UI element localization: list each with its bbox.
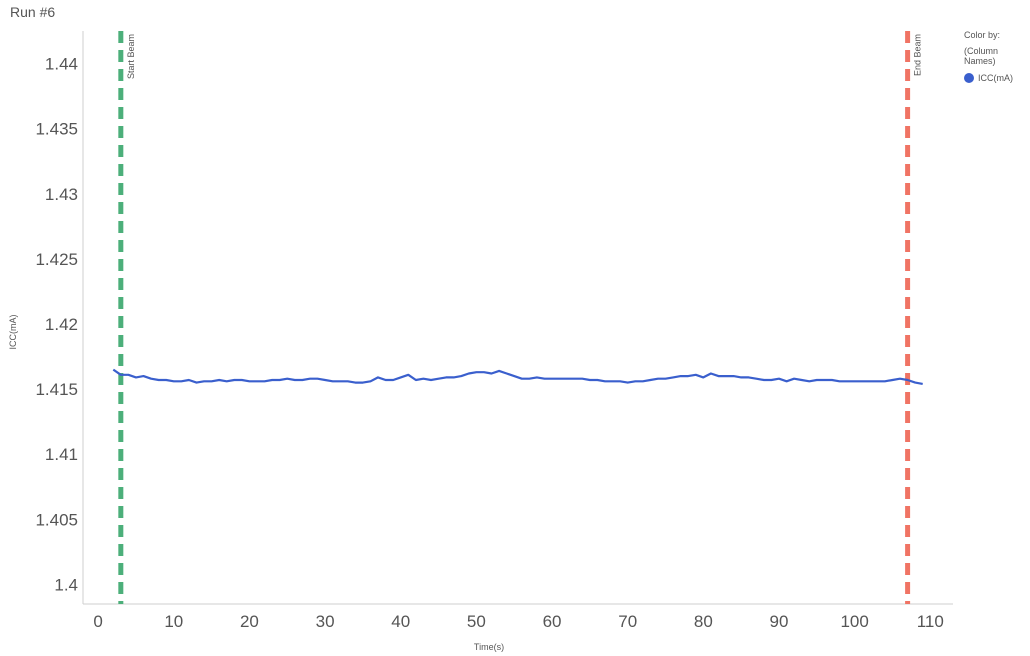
y-tick-label: 1.42 <box>45 315 78 334</box>
y-axis-label: ICC(mA) <box>8 315 18 350</box>
y-tick-label: 1.415 <box>35 380 78 399</box>
x-tick-label: 30 <box>316 612 335 631</box>
legend-subheading: (Column Names) <box>964 46 999 66</box>
x-tick-label: 100 <box>840 612 868 631</box>
annotation-label: End Beam <box>913 34 923 76</box>
y-tick-label: 1.43 <box>45 185 78 204</box>
x-tick-label: 70 <box>618 612 637 631</box>
x-axis-label: Time(s) <box>474 642 504 652</box>
y-tick-label: 1.4 <box>54 575 78 594</box>
x-tick-label: 80 <box>694 612 713 631</box>
y-tick-label: 1.44 <box>45 55 78 74</box>
x-tick-label: 60 <box>543 612 562 631</box>
x-tick-label: 10 <box>164 612 183 631</box>
x-tick-label: 90 <box>770 612 789 631</box>
legend: Color by: (Column Names) ICC(mA) <box>964 30 1030 83</box>
annotation-label: Start Beam <box>126 34 136 79</box>
legend-item[interactable]: ICC(mA) <box>964 73 1030 83</box>
legend-color-dot <box>964 73 974 83</box>
legend-item-label: ICC(mA) <box>978 73 1013 83</box>
series-line <box>112 368 923 385</box>
axes <box>82 31 953 605</box>
legend-heading: Color by: <box>964 30 1001 40</box>
x-tick-label: 40 <box>391 612 410 631</box>
x-tick-label: 0 <box>93 612 102 631</box>
tick-labels: 1.4 1.405 1.41 1.415 1.42 1.425 1.43 1.435 1.44 0… <box>35 55 943 631</box>
y-tick-label: 1.425 <box>35 250 78 269</box>
chart-title: Run #6 <box>10 4 56 20</box>
y-tick-label: 1.405 <box>35 510 78 529</box>
x-tick-label: 50 <box>467 612 486 631</box>
series-group <box>112 368 923 385</box>
x-tick-label: 20 <box>240 612 259 631</box>
y-tick-label: 1.41 <box>45 445 78 464</box>
x-tick-label: 110 <box>917 612 944 631</box>
annotation-lines: Start Beam End Beam <box>118 31 923 604</box>
y-tick-label: 1.435 <box>35 120 78 139</box>
